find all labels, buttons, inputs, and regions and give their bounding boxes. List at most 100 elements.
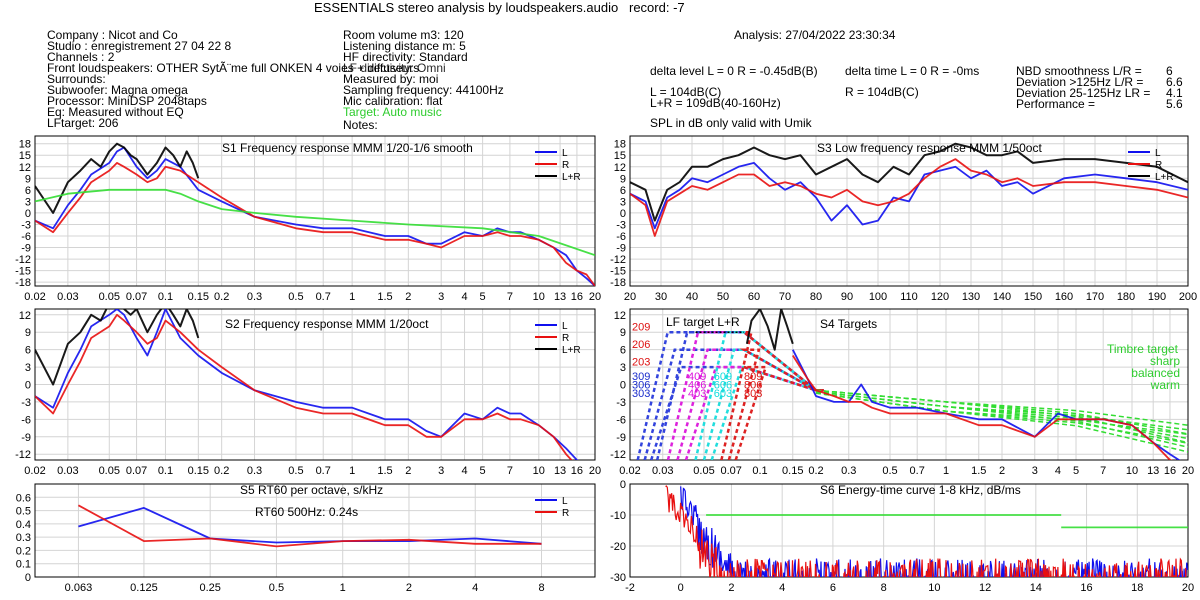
x-tick-label: 2 [405,291,411,303]
y-tick-label: 9 [25,327,31,339]
x-tick-label: 20 [589,291,601,303]
plot-frame [34,308,596,461]
x-tick-label: 170 [1086,291,1104,303]
x-tick-label: 16 [1080,582,1092,594]
y-tick-label: 0.5 [16,506,31,518]
y-tick-label: 3 [620,196,626,208]
x-tick-label: 3 [438,291,444,303]
meta-studio: Studio : enregistrement 27 04 22 8 [47,39,232,53]
lf-label: 206 [632,339,650,351]
legend-label: R [1155,160,1162,171]
legend-label: L+R [562,172,581,183]
etc-trace [665,485,1187,577]
legend-label: L [562,321,568,332]
x-tick-label: 14 [1030,582,1042,594]
plot-frame [34,135,596,287]
x-tick-label: 0.3 [247,465,262,477]
x-tick-label: 5 [480,465,486,477]
y-tick-label: 18 [614,139,626,151]
chart-title: S2 Frequency response MMM 1/20oct [225,317,429,331]
y-tick-label: 0.6 [16,492,31,504]
series-line-L+R [630,142,1188,222]
metric-dev-lf-value: 4.1 [1166,86,1183,100]
x-tick-label: 2 [406,582,412,594]
lf-target-curve [694,330,824,460]
x-tick-label: 7 [507,465,513,477]
x-tick-label: 1.5 [971,465,986,477]
x-tick-label: 0.15 [188,291,209,303]
x-tick-label: 20 [589,465,601,477]
plot-area [665,485,1188,577]
chart-s3: 20 30 40 50 60 70 80 90 100 110 120 130 140 150 160 170… [610,135,1197,303]
series-line-R [35,313,573,460]
x-tick-label: 20 [1182,465,1194,477]
meta-room-volume: Room volume m3: 120 [343,28,464,42]
y-tick-label: -12 [610,449,626,461]
chart-s5: 0.063 0.125 0.25 0.5 1 2 4 80.60.50.40.30.20.10… [16,483,596,594]
series-line-L [35,146,595,286]
x-tick-label: 160 [1055,291,1073,303]
x-tick-label: 4 [1055,465,1061,477]
y-tick-label: -9 [616,243,626,255]
y-tick-label: 0 [25,208,31,220]
spl-note: SPL in dB only valid with Umik [650,116,812,130]
x-tick-label: 0.03 [57,291,78,303]
chart-s2: 0.02 0.03 0.05 0.07 0.1 0.15 0.2 0.3 0.5 0.7 1 1.5 2… [15,308,601,477]
x-tick-label: 10 [928,582,940,594]
meta-distance: Listening distance m: 5 [343,39,466,53]
timbre-target-curve [815,392,1188,436]
lf-label: 203 [632,356,650,368]
x-tick-label: 1 [349,465,355,477]
x-tick-label: 0.5 [288,291,303,303]
x-tick-label: 12 [979,582,991,594]
x-tick-label: 0.07 [720,465,741,477]
y-tick-label: -18 [610,277,626,289]
x-tick-label: 16 [1164,465,1176,477]
lf-target-curve [720,330,824,460]
x-tick-label: 0.02 [24,291,45,303]
lf-label: 803 [744,388,762,400]
x-tick-label: 0.1 [752,465,767,477]
plot-frame [34,483,596,578]
y-tick-label: 9 [25,173,31,185]
lf-target-subtitle: LF target L+R [666,315,740,329]
plot-area [35,142,595,286]
x-tick-label: 10 [1126,465,1138,477]
x-tick-label: 2 [728,582,734,594]
x-tick-label: 16 [571,291,583,303]
x-tick-label: 60 [748,291,760,303]
y-tick-label: -12 [15,254,31,266]
plot-area [35,309,579,460]
y-tick-label: -15 [15,266,31,278]
y-tick-label: -3 [21,219,31,231]
series-line-L [78,506,542,545]
x-tick-label: 6 [830,582,836,594]
x-tick-label: 0.1 [158,465,173,477]
x-tick-label: 120 [931,291,949,303]
series-line-R [77,504,542,548]
x-tick-label: 0.2 [214,291,229,303]
lf-label: 309 [632,371,650,383]
x-tick-label: 7 [1100,465,1106,477]
x-tick-label: 0.1 [158,291,173,303]
lf-label: 806 [744,380,762,392]
x-tick-label: 16 [571,465,583,477]
chart-title: S3 Low frequency response MMM 1/50oct [817,141,1042,155]
x-tick-label: 0.03 [652,465,673,477]
chart-title: S6 Energy-time curve 1-8 kHz, dB/ms [820,483,1021,497]
chart-s4: 0.02 0.03 0.05 0.07 0.1 0.15 0.2 0.3 0.5 0.7 1 1.5 2… [610,308,1194,477]
series-line-L+R [745,309,794,351]
meta-notes: Notes: [343,118,378,132]
lf-label: 209 [632,321,650,333]
y-tick-label: 3 [620,362,626,374]
lf-label: 306 [632,380,650,392]
y-tick-label: -9 [616,432,626,444]
x-tick-label: 70 [779,291,791,303]
spl-left: L = 104dB(C) [650,85,722,99]
x-tick-label: 0.063 [65,582,93,594]
y-tick-label: 0 [620,208,626,220]
lf-label: 609 [714,371,732,383]
x-tick-label: 4 [461,465,467,477]
x-tick-label: 0.25 [199,582,220,594]
